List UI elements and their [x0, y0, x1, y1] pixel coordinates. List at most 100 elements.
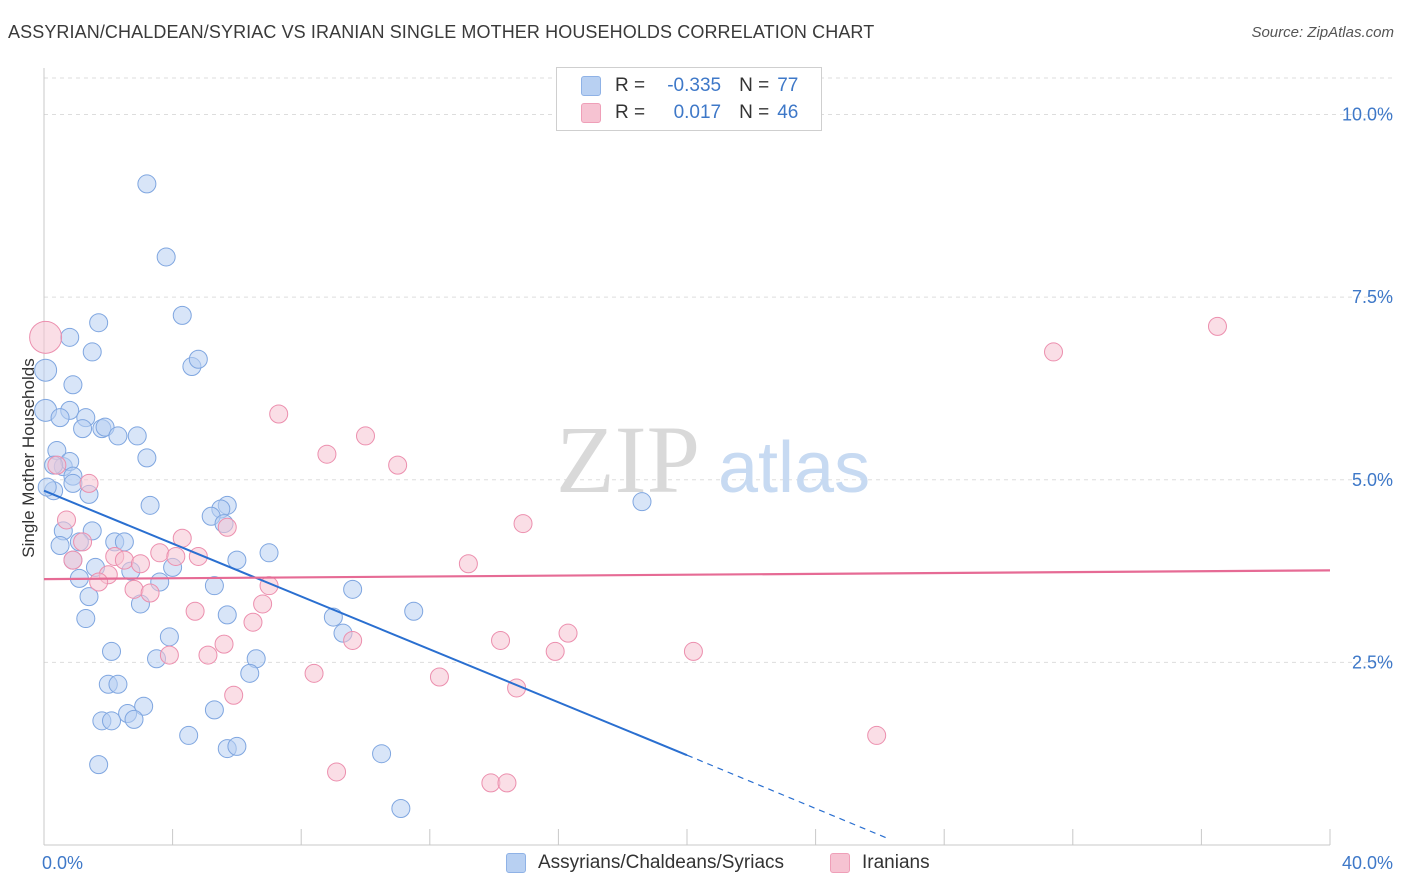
series-legend-iranians[interactable]: Iranians [830, 852, 930, 874]
y-axis-label: Single Mother Households [19, 358, 38, 557]
tick-labels: 2.5% 5.0% 7.5% 10.0% 0.0% 40.0% [42, 105, 1393, 873]
legend-r-label: R = [615, 75, 646, 96]
point-iranian [497, 773, 517, 793]
point-iranian [683, 641, 703, 661]
series-legend: Assyrians/Chaldeans/Syriacs Iranians [0, 852, 1406, 878]
point-iranian [253, 594, 273, 614]
point-assyrian [34, 358, 58, 382]
trend-line-iranians [43, 569, 1331, 581]
point-iranian [317, 444, 337, 464]
point-iranian [224, 685, 244, 705]
point-iranian [243, 612, 263, 632]
y-tick-label: 2.5% [1352, 652, 1393, 672]
series-legend-label: Assyrians/Chaldeans/Syriacs [538, 852, 785, 873]
trend-line-assyrians [43, 489, 688, 757]
point-iranian [327, 762, 347, 782]
point-assyrian [127, 426, 147, 446]
point-assyrian [343, 579, 363, 599]
chart-title: ASSYRIAN/CHALDEAN/SYRIAC VS IRANIAN SING… [8, 22, 875, 42]
point-assyrian [102, 711, 122, 731]
point-iranian [159, 645, 179, 665]
y-tick-label: 5.0% [1352, 470, 1393, 490]
legend-row-iranians: R = 0.017 N = 46 [557, 100, 798, 126]
point-assyrian [140, 495, 160, 515]
watermark-atlas: atlas [718, 428, 870, 508]
point-iranian [47, 455, 67, 475]
point-iranian [545, 641, 565, 661]
point-iranian [343, 630, 363, 650]
legend-swatch-blue [581, 76, 601, 96]
y-tick-label: 7.5% [1352, 287, 1393, 307]
point-assyrian [37, 477, 57, 497]
series-legend-assyrians[interactable]: Assyrians/Chaldeans/Syriacs [506, 852, 784, 874]
point-iranian [114, 550, 134, 570]
point-iranian [513, 514, 533, 534]
point-iranian [1207, 316, 1227, 336]
point-iranian [491, 630, 511, 650]
legend-r-value: -0.335 [667, 75, 722, 96]
y-tick-label: 10.0% [1342, 105, 1393, 125]
point-iranian [214, 634, 234, 654]
point-assyrian [108, 674, 128, 694]
point-iranian [198, 645, 218, 665]
point-iranian [57, 510, 77, 530]
watermark-zip: ZIP [556, 406, 700, 513]
legend-n-value: 77 [777, 75, 799, 96]
point-assyrian [102, 641, 122, 661]
point-iranian [166, 546, 186, 566]
legend-r-value: 0.017 [673, 102, 722, 123]
point-assyrian [259, 543, 279, 563]
point-iranian [124, 579, 144, 599]
legend-n-value: 46 [777, 102, 799, 123]
point-iranian [304, 663, 324, 683]
x-tick-label: 0.0% [42, 853, 83, 873]
trend-lines [43, 489, 1331, 840]
x-tick-label: 40.0% [1342, 853, 1393, 873]
legend-r-label: R = [615, 102, 646, 123]
point-iranian [429, 667, 449, 687]
point-assyrian [73, 419, 93, 439]
legend-n-label: N = [739, 75, 770, 96]
point-assyrian [89, 755, 109, 775]
point-assyrian [124, 709, 144, 729]
point-iranian [558, 623, 578, 643]
point-iranian [388, 455, 408, 475]
point-assyrian [372, 744, 392, 764]
point-iranian [1044, 342, 1064, 362]
point-iranian [140, 583, 160, 603]
point-assyrian [137, 448, 157, 468]
point-assyrian [108, 426, 128, 446]
point-iranian [79, 473, 99, 493]
trend-line-assyrians-extension [686, 754, 890, 840]
point-assyrian [179, 725, 199, 745]
point-iranian [481, 773, 501, 793]
point-assyrian [63, 375, 83, 395]
point-iranian [356, 426, 375, 446]
point-assyrian [404, 601, 424, 621]
point-assyrian [391, 798, 411, 818]
point-assyrian [137, 174, 157, 194]
point-assyrian [79, 587, 99, 607]
data-points [29, 174, 1227, 818]
source-credit: Source: ZipAtlas.com [1251, 24, 1394, 41]
point-assyrian [172, 305, 192, 325]
point-assyrian [50, 536, 70, 556]
series-swatch-pink [830, 853, 850, 873]
legend-swatch-pink [581, 103, 601, 123]
correlation-legend: R = -0.335 N = 77 R = 0.017 N = 46 [556, 67, 822, 131]
point-assyrian [240, 663, 260, 683]
point-iranian [867, 725, 887, 745]
point-iranian [63, 550, 83, 570]
point-assyrian [204, 700, 224, 720]
point-assyrian [217, 605, 237, 625]
point-assyrian [63, 473, 83, 493]
point-iranian [185, 601, 205, 621]
point-iranian [458, 554, 478, 574]
point-assyrian [82, 342, 102, 362]
point-iranian [130, 554, 150, 574]
legend-row-assyrians: R = -0.335 N = 77 [557, 73, 798, 99]
point-assyrian [76, 609, 96, 629]
series-swatch-blue [506, 853, 526, 873]
point-assyrian [60, 327, 80, 347]
